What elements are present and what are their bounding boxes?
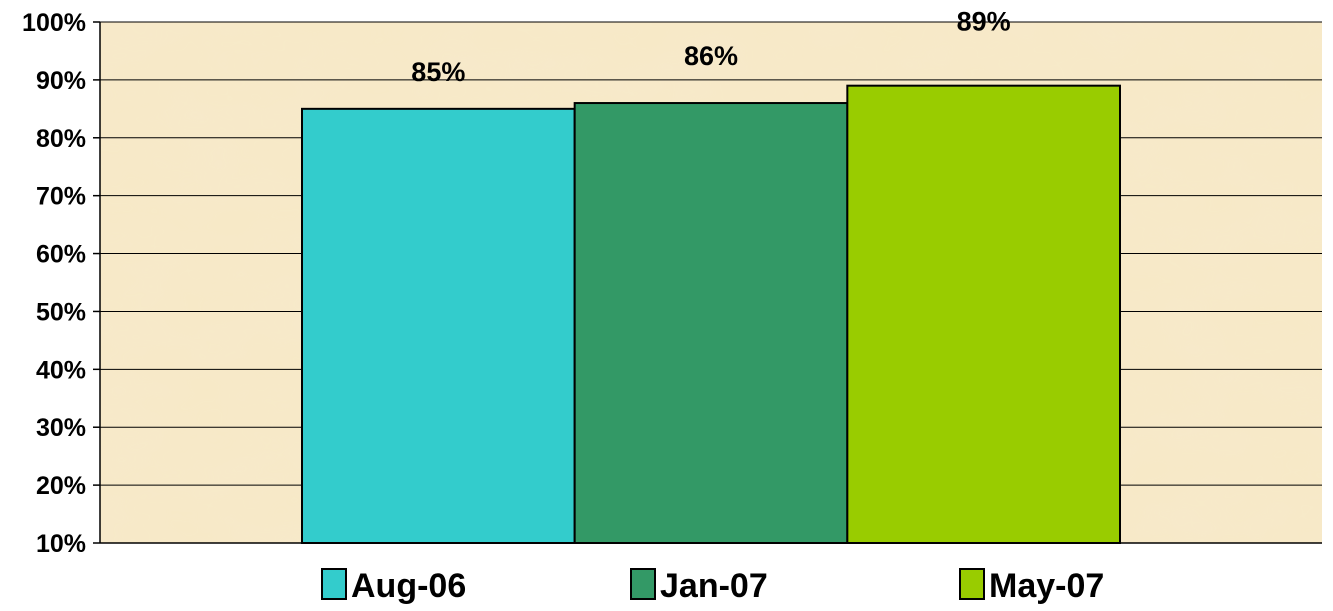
y-tick-label: 30% bbox=[36, 414, 86, 442]
y-tick-label: 40% bbox=[36, 356, 86, 384]
y-tick-label: 70% bbox=[36, 183, 86, 211]
y-tick-label: 20% bbox=[36, 472, 86, 500]
bars bbox=[301, 84, 1121, 545]
data-labels: 85% 86% 89% bbox=[411, 7, 1010, 87]
legend-swatch-may-07 bbox=[959, 568, 985, 600]
data-label-aug-06: 85% bbox=[411, 57, 465, 87]
legend-label-jan-07: Jan-07 bbox=[660, 567, 768, 605]
y-axis-tick-labels: 10% 20% 30% 40% 50% 60% 70% 80% 90% 100% bbox=[22, 9, 86, 558]
axes bbox=[93, 21, 1322, 544]
y-tick-label: 50% bbox=[36, 298, 86, 326]
data-label-may-07: 89% bbox=[957, 7, 1011, 37]
legend-swatch-jan-07 bbox=[630, 568, 656, 600]
y-tick-label: 100% bbox=[22, 9, 86, 37]
bar-jan-07 bbox=[573, 102, 849, 545]
y-tick-label: 10% bbox=[36, 530, 86, 558]
legend-swatch-aug-06 bbox=[321, 568, 347, 600]
bar-aug-06 bbox=[301, 107, 576, 544]
legend-label-aug-06: Aug-06 bbox=[351, 567, 466, 605]
data-label-jan-07: 86% bbox=[684, 41, 738, 71]
legend: Aug-06 Jan-07 May-07 bbox=[321, 567, 1104, 605]
y-tick-label: 80% bbox=[36, 125, 86, 153]
y-tick-label: 90% bbox=[36, 67, 86, 95]
bar-may-07 bbox=[846, 84, 1121, 545]
legend-label-may-07: May-07 bbox=[989, 567, 1104, 605]
y-tick-label: 60% bbox=[36, 241, 86, 269]
